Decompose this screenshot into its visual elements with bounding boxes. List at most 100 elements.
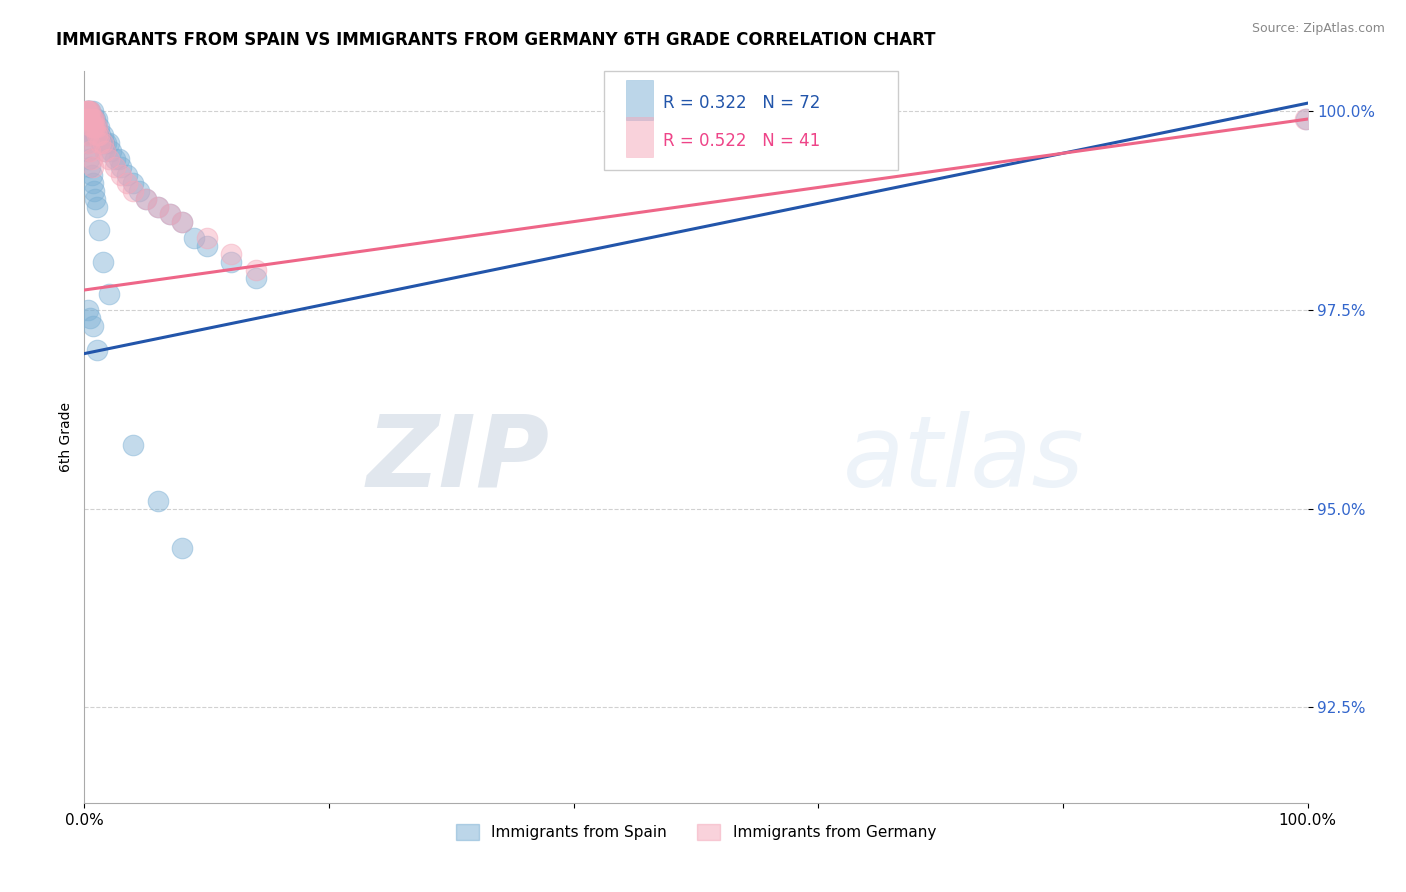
Point <box>79 160 101 174</box>
Point <box>77 120 100 134</box>
Point <box>86 343 108 357</box>
Point <box>83 120 105 134</box>
Point <box>135 192 157 206</box>
Point <box>75 128 97 142</box>
Point <box>82 112 104 126</box>
Point <box>97 287 120 301</box>
Point <box>97 136 120 150</box>
Point <box>245 263 267 277</box>
Point <box>80 112 103 126</box>
Point <box>172 215 194 229</box>
Point <box>77 112 100 126</box>
Point <box>93 136 115 150</box>
Point <box>97 152 120 166</box>
Text: atlas: atlas <box>842 410 1084 508</box>
Point <box>79 144 101 158</box>
Point <box>75 112 97 126</box>
Text: ZIP: ZIP <box>366 410 550 508</box>
Point <box>86 120 108 134</box>
Point <box>172 215 194 229</box>
Point <box>87 120 110 134</box>
Point <box>77 112 100 126</box>
Point <box>195 231 218 245</box>
Point <box>77 302 100 317</box>
Point <box>75 120 97 134</box>
Point <box>84 192 107 206</box>
Point <box>122 176 145 190</box>
Point <box>94 144 117 158</box>
Point <box>146 200 169 214</box>
Point <box>195 239 218 253</box>
Point <box>146 200 169 214</box>
Point <box>115 168 138 182</box>
Point <box>79 112 101 126</box>
Point <box>90 136 112 150</box>
Text: R = 0.322   N = 72: R = 0.322 N = 72 <box>664 94 820 112</box>
Point <box>82 120 104 134</box>
Point <box>183 231 205 245</box>
Point <box>77 128 100 142</box>
Point <box>77 144 100 158</box>
Point <box>122 438 145 452</box>
Point <box>159 207 181 221</box>
Text: R = 0.522   N = 41: R = 0.522 N = 41 <box>664 132 820 150</box>
Point <box>82 128 104 142</box>
Point <box>91 255 114 269</box>
Point <box>1295 112 1317 126</box>
Point <box>146 493 169 508</box>
Point <box>87 128 110 142</box>
Point <box>77 120 100 134</box>
Point <box>75 112 97 126</box>
Point <box>245 271 267 285</box>
Point <box>83 112 105 126</box>
Point <box>94 144 117 158</box>
Point <box>79 104 101 119</box>
Point <box>89 136 111 150</box>
Point <box>83 112 105 126</box>
Point <box>87 223 110 237</box>
Point <box>122 184 145 198</box>
Point <box>79 310 101 325</box>
Point <box>76 136 98 150</box>
Point <box>86 112 108 126</box>
Point <box>80 120 103 134</box>
Legend: Immigrants from Spain, Immigrants from Germany: Immigrants from Spain, Immigrants from G… <box>450 818 942 847</box>
Point <box>89 128 111 142</box>
Point <box>110 160 132 174</box>
Point <box>110 168 132 182</box>
Point <box>82 104 104 119</box>
Point <box>76 112 98 126</box>
Point <box>76 112 98 126</box>
Point <box>83 184 105 198</box>
Text: IMMIGRANTS FROM SPAIN VS IMMIGRANTS FROM GERMANY 6TH GRADE CORRELATION CHART: IMMIGRANTS FROM SPAIN VS IMMIGRANTS FROM… <box>56 31 936 49</box>
Point <box>91 136 114 150</box>
Point <box>77 104 100 119</box>
Point <box>80 152 103 166</box>
Point <box>104 160 127 174</box>
FancyBboxPatch shape <box>605 71 898 170</box>
Point <box>82 112 104 126</box>
Point <box>82 318 104 333</box>
Point <box>77 112 100 126</box>
Point <box>219 255 242 269</box>
Point <box>79 104 101 119</box>
Point <box>76 104 98 119</box>
Point <box>76 120 98 134</box>
Point <box>77 136 100 150</box>
Point <box>1294 112 1316 126</box>
Point <box>86 128 108 142</box>
Point <box>77 128 100 142</box>
Point <box>77 152 100 166</box>
Point <box>79 128 101 142</box>
Point <box>77 112 100 126</box>
Point <box>76 104 98 119</box>
Point <box>86 120 108 134</box>
Point <box>75 104 97 119</box>
Text: Source: ZipAtlas.com: Source: ZipAtlas.com <box>1251 22 1385 36</box>
Point <box>80 120 103 134</box>
Point <box>84 112 107 126</box>
Point <box>83 120 105 134</box>
Point <box>104 152 127 166</box>
Point <box>82 176 104 190</box>
Point <box>77 104 100 119</box>
